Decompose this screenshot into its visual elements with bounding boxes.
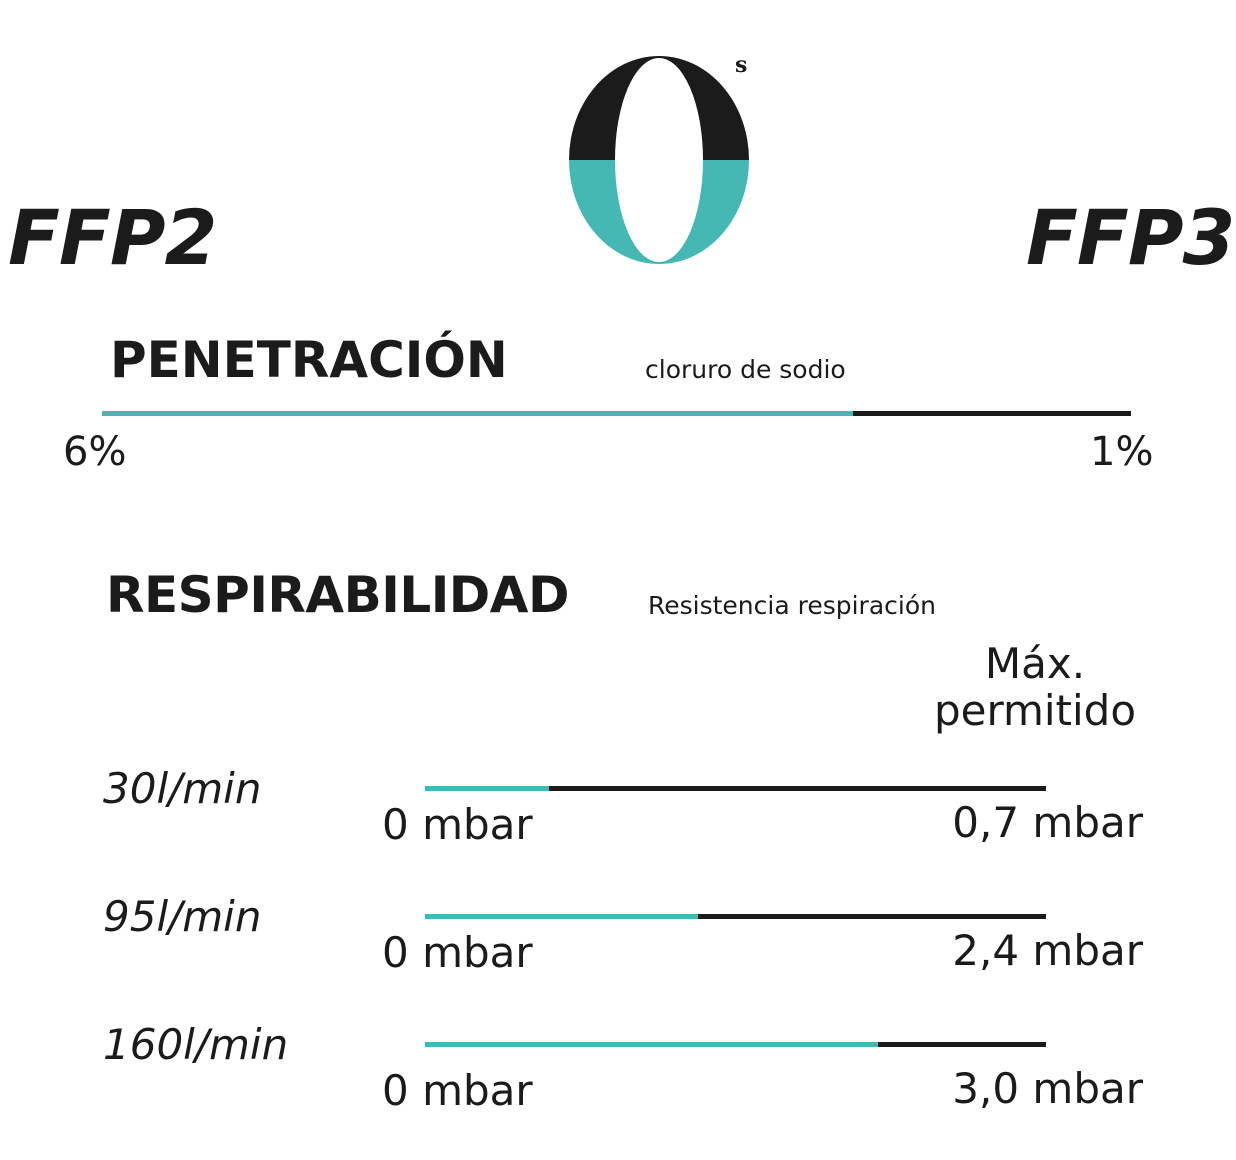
resistance-max-label: 2,4 mbar: [952, 926, 1143, 975]
max-allowed-label: Máx. permitido: [933, 639, 1137, 736]
resistance-max-label: 0,7 mbar: [952, 798, 1143, 847]
breathability-title: RESPIRABILIDAD: [106, 566, 570, 624]
flow-rate-label: 160l/min: [103, 1020, 289, 1069]
breathability-subtitle: Resistencia respiración: [648, 591, 936, 620]
resistance-bar-fill: [425, 914, 699, 919]
resistance-min-label: 0 mbar: [382, 1066, 533, 1115]
resistance-bar-fill: [425, 1042, 879, 1047]
penetration-subtitle: cloruro de sodio: [645, 355, 846, 384]
penetration-bar: [102, 411, 1131, 416]
ffp3-label: FFP3: [1026, 193, 1235, 282]
flow-rate-label: 30l/min: [103, 764, 262, 813]
ffp2-label: FFP2: [8, 193, 217, 282]
resistance-max-label: 3,0 mbar: [952, 1064, 1143, 1113]
flow-rate-label: 95l/min: [103, 892, 262, 941]
penetration-min-label: 6%: [63, 429, 127, 475]
resistance-bar: [425, 786, 1046, 791]
penetration-title: PENETRACIÓN: [110, 331, 508, 389]
os-logo: s: [569, 52, 749, 264]
resistance-bar-fill: [425, 786, 550, 791]
penetration-bar-fill: [102, 411, 854, 416]
resistance-min-label: 0 mbar: [382, 928, 533, 977]
logo-superscript: s: [735, 52, 747, 78]
resistance-bar: [425, 1042, 1046, 1047]
penetration-max-label: 1%: [1090, 429, 1154, 475]
resistance-min-label: 0 mbar: [382, 800, 533, 849]
resistance-bar: [425, 914, 1046, 919]
